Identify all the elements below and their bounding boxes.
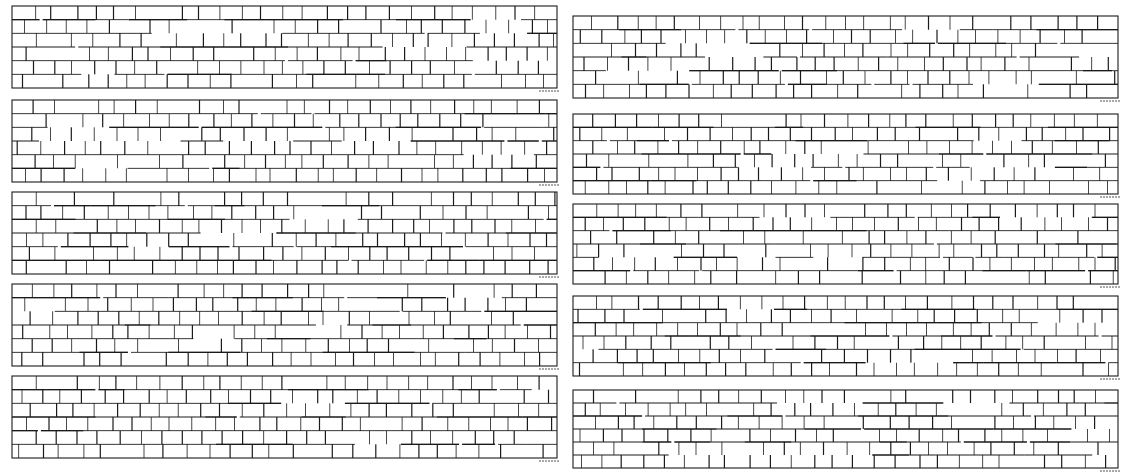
grid-panel-right-3 bbox=[572, 203, 1120, 288]
grid-panel-right-5 bbox=[572, 389, 1120, 472]
grid-panel-left-3 bbox=[11, 191, 559, 278]
grid-panel-left-4 bbox=[11, 283, 559, 370]
grid-panel-right-1 bbox=[572, 15, 1120, 102]
grid-panel-left-2 bbox=[11, 99, 559, 186]
grid-panel-right-4 bbox=[572, 295, 1120, 380]
grid-panel-left-1 bbox=[11, 5, 559, 92]
grid-panel-left-5 bbox=[11, 375, 559, 462]
grid-panel-right-2 bbox=[572, 113, 1120, 198]
